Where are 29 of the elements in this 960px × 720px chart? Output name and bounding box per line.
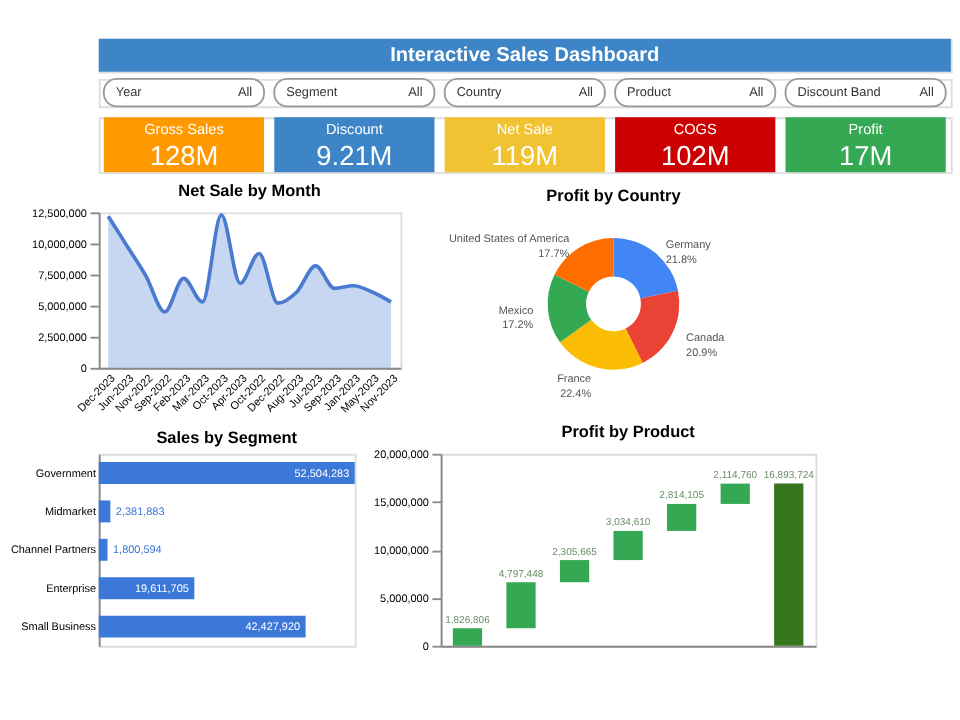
chart-title: Sales by Segment [156, 428, 298, 447]
text: 17M [838, 140, 893, 171]
bar [98, 462, 355, 484]
donut-slice [559, 319, 643, 370]
category-label: Net Sale [496, 119, 553, 138]
bar [98, 538, 108, 561]
category-label: Gross Sales [144, 119, 225, 138]
bar [774, 483, 804, 646]
chart-title: Profit by Product [561, 423, 696, 442]
donut-slice [625, 290, 680, 363]
category-label: Profit [848, 119, 883, 138]
bar [720, 483, 750, 504]
text: Interactive Sales Dashboard [390, 44, 660, 67]
donut-slice [547, 274, 592, 343]
bar [506, 582, 536, 629]
bar [452, 628, 483, 646]
text: 102M [660, 140, 730, 171]
text: 119M [491, 140, 559, 171]
category-label: Discount [325, 119, 383, 138]
chart-title: Net Sale by Month [178, 181, 321, 200]
text: 9.21M [316, 140, 393, 171]
bar [667, 503, 697, 531]
bar [98, 500, 111, 523]
category-label: COGS [673, 119, 717, 138]
bar [559, 560, 590, 583]
bar [613, 530, 643, 561]
bar [98, 615, 306, 638]
chart-title: Profit by Country [546, 187, 682, 206]
text: 128M [149, 140, 219, 171]
